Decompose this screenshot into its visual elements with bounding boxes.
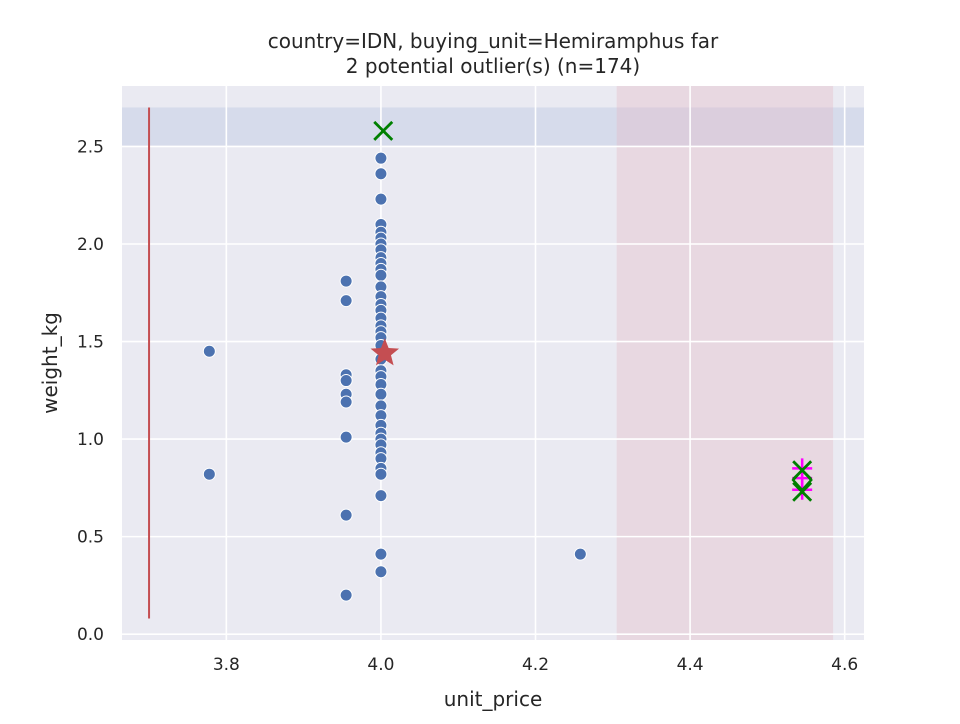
- data-point: [374, 167, 388, 181]
- plot-area: [122, 86, 864, 640]
- data-point: [374, 489, 388, 503]
- y-tick-label: 1.0: [77, 430, 104, 450]
- data-point: [374, 268, 388, 282]
- x-tick-label: 4.4: [677, 655, 704, 675]
- outlier-x-marker: [792, 481, 813, 502]
- y-tick-label: 2.0: [77, 235, 104, 255]
- x-tick-label: 4.0: [367, 655, 394, 675]
- data-point: [202, 344, 216, 358]
- data-point: [374, 547, 388, 561]
- median-star-marker: [370, 338, 400, 366]
- chart-title-line1: country=IDN, buying_unit=Hemiramphus far: [268, 29, 719, 53]
- data-point: [339, 508, 353, 522]
- data-point: [374, 565, 388, 579]
- vertical-band: [616, 86, 834, 640]
- data-point: [374, 192, 388, 206]
- x-tick-label: 4.2: [522, 655, 549, 675]
- outlier-x-marker: [792, 460, 813, 481]
- data-point: [339, 294, 353, 308]
- highlight-bands: [122, 86, 864, 640]
- x-tick-label: 4.6: [831, 655, 858, 675]
- data-point: [339, 374, 353, 388]
- y-tick-labels: 0.0 0.5 1.0 1.5 2.0 2.5: [77, 137, 104, 645]
- data-point: [339, 430, 353, 444]
- data-point: [573, 547, 587, 561]
- data-point: [339, 588, 353, 602]
- x-tick-labels: 3.8 4.0 4.2 4.4 4.6: [213, 655, 858, 675]
- data-point: [339, 274, 353, 288]
- data-point: [202, 467, 216, 481]
- y-tick-label: 2.5: [77, 137, 104, 157]
- y-tick-label: 0.0: [77, 625, 104, 645]
- y-axis-label: weight_kg: [38, 312, 62, 414]
- data-point: [374, 151, 388, 165]
- data-point: [374, 387, 388, 401]
- horizontal-band: [122, 107, 864, 147]
- data-point: [339, 395, 353, 409]
- x-tick-label: 3.8: [213, 655, 240, 675]
- outlier-x-marker: [373, 120, 394, 141]
- x-axis-label: unit_price: [444, 687, 543, 711]
- data-point: [374, 467, 388, 481]
- y-tick-label: 0.5: [77, 528, 104, 548]
- chart-title-line2: 2 potential outlier(s) (n=174): [346, 54, 640, 78]
- special-markers: [370, 120, 813, 502]
- y-tick-label: 1.5: [77, 333, 104, 353]
